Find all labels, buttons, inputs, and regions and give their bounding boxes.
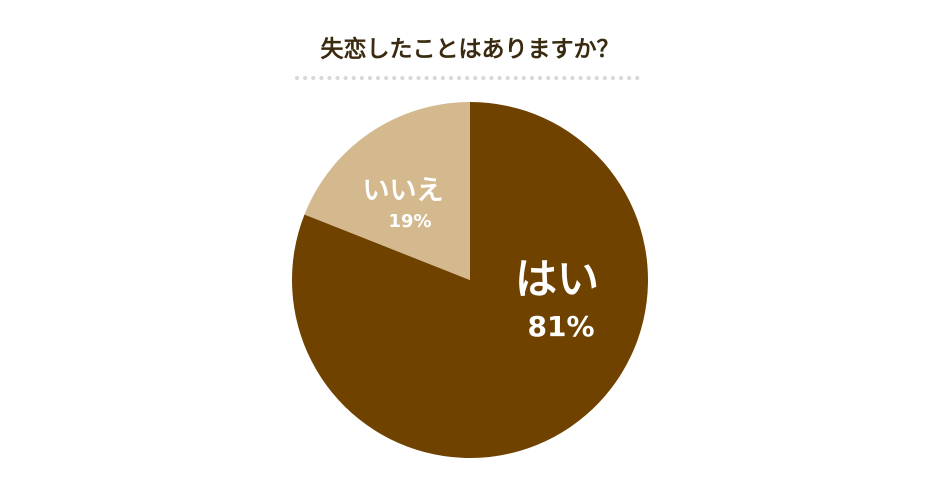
slice-label: いいえ	[363, 176, 444, 207]
chart-title: 失恋したことはありますか？	[321, 36, 620, 63]
value-label: 19%	[388, 211, 431, 232]
slice-label: はい	[515, 255, 599, 304]
pie-slice	[304, 102, 470, 280]
value-label: 81%	[527, 310, 594, 343]
